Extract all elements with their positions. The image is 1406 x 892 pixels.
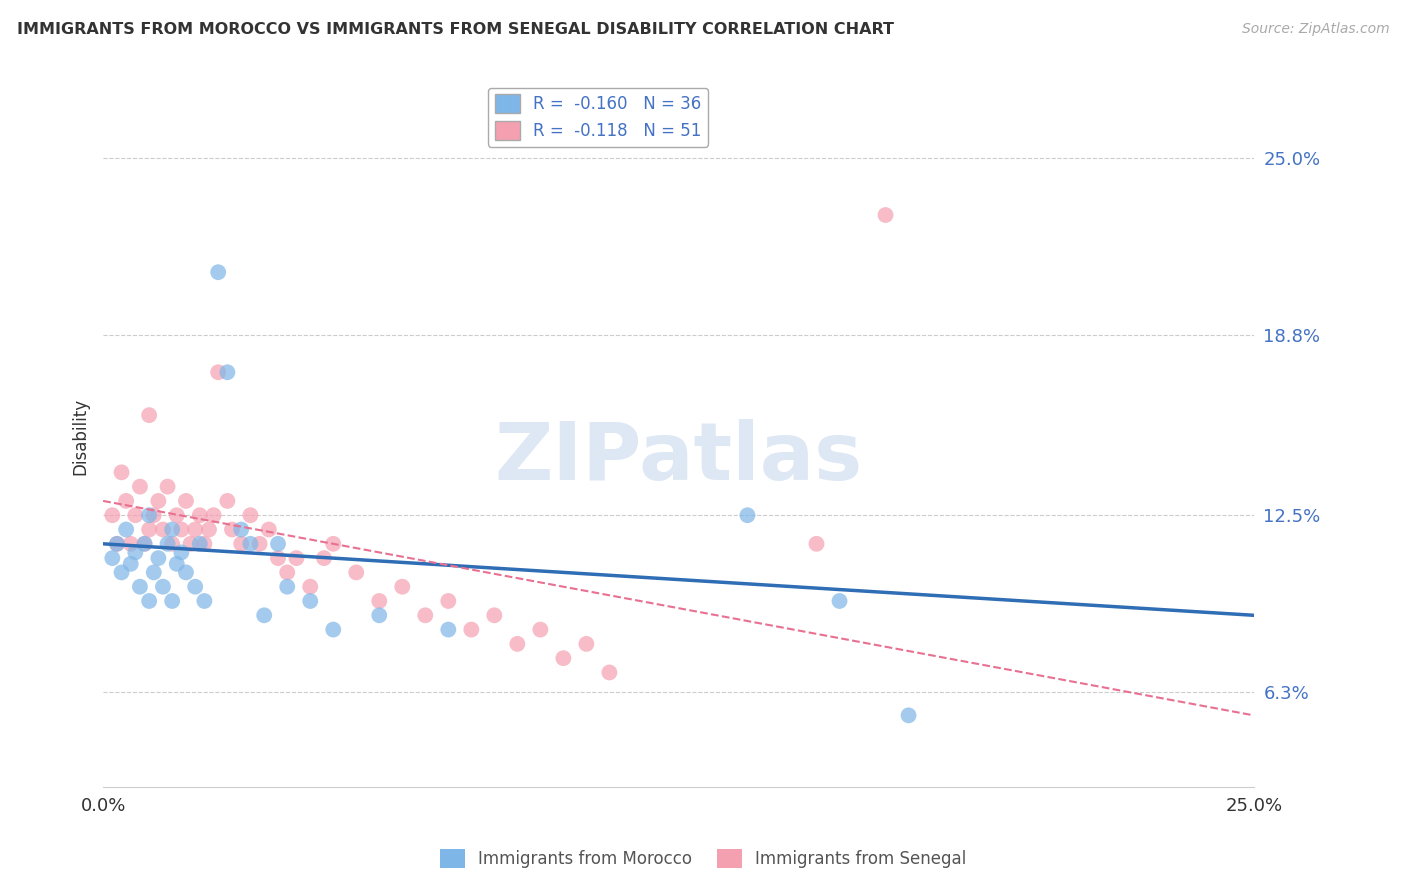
- Point: [285, 551, 308, 566]
- Text: IMMIGRANTS FROM MOROCCO VS IMMIGRANTS FROM SENEGAL DISABILITY CORRELATION CHART: IMMIGRANTS FROM MOROCCO VS IMMIGRANTS FR…: [17, 22, 894, 37]
- Point: [484, 608, 506, 623]
- Point: [257, 523, 280, 537]
- Point: [174, 494, 197, 508]
- Point: [231, 523, 253, 537]
- Point: [124, 508, 146, 523]
- Legend: Immigrants from Morocco, Immigrants from Senegal: Immigrants from Morocco, Immigrants from…: [433, 843, 973, 875]
- Point: [156, 480, 179, 494]
- Point: [166, 508, 188, 523]
- Point: [231, 537, 253, 551]
- Point: [368, 608, 391, 623]
- Point: [299, 594, 322, 608]
- Point: [138, 408, 160, 422]
- Point: [239, 537, 262, 551]
- Y-axis label: Disability: Disability: [72, 398, 89, 475]
- Point: [160, 537, 183, 551]
- Point: [193, 537, 215, 551]
- Point: [299, 580, 322, 594]
- Point: [152, 580, 174, 594]
- Point: [198, 523, 221, 537]
- Point: [105, 537, 128, 551]
- Point: [120, 537, 142, 551]
- Point: [174, 566, 197, 580]
- Point: [276, 580, 298, 594]
- Point: [110, 566, 132, 580]
- Point: [193, 594, 215, 608]
- Point: [221, 523, 243, 537]
- Point: [134, 537, 156, 551]
- Point: [368, 594, 391, 608]
- Point: [202, 508, 225, 523]
- Point: [239, 508, 262, 523]
- Point: [267, 537, 290, 551]
- Point: [124, 545, 146, 559]
- Point: [138, 594, 160, 608]
- Point: [529, 623, 551, 637]
- Point: [184, 580, 207, 594]
- Point: [160, 594, 183, 608]
- Point: [575, 637, 598, 651]
- Point: [276, 566, 298, 580]
- Point: [170, 545, 193, 559]
- Point: [437, 594, 460, 608]
- Point: [806, 537, 828, 551]
- Point: [828, 594, 851, 608]
- Point: [322, 623, 344, 637]
- Point: [166, 557, 188, 571]
- Point: [180, 537, 202, 551]
- Point: [217, 365, 239, 379]
- Point: [437, 623, 460, 637]
- Point: [142, 566, 165, 580]
- Point: [253, 608, 276, 623]
- Point: [391, 580, 413, 594]
- Point: [413, 608, 436, 623]
- Point: [115, 494, 138, 508]
- Point: [138, 508, 160, 523]
- Point: [312, 551, 335, 566]
- Point: [207, 265, 229, 279]
- Point: [217, 494, 239, 508]
- Point: [148, 551, 170, 566]
- Point: [344, 566, 367, 580]
- Point: [110, 466, 132, 480]
- Point: [897, 708, 920, 723]
- Point: [875, 208, 897, 222]
- Point: [170, 523, 193, 537]
- Point: [267, 551, 290, 566]
- Point: [160, 523, 183, 537]
- Point: [553, 651, 575, 665]
- Point: [188, 537, 211, 551]
- Point: [134, 537, 156, 551]
- Point: [598, 665, 620, 680]
- Point: [188, 508, 211, 523]
- Point: [207, 365, 229, 379]
- Point: [249, 537, 271, 551]
- Legend: R =  -0.160   N = 36, R =  -0.118   N = 51: R = -0.160 N = 36, R = -0.118 N = 51: [488, 87, 707, 146]
- Point: [184, 523, 207, 537]
- Point: [120, 557, 142, 571]
- Text: ZIPatlas: ZIPatlas: [495, 418, 862, 497]
- Point: [152, 523, 174, 537]
- Point: [460, 623, 482, 637]
- Point: [129, 580, 152, 594]
- Point: [142, 508, 165, 523]
- Point: [322, 537, 344, 551]
- Point: [506, 637, 529, 651]
- Point: [156, 537, 179, 551]
- Point: [138, 523, 160, 537]
- Point: [101, 551, 124, 566]
- Point: [101, 508, 124, 523]
- Point: [129, 480, 152, 494]
- Point: [105, 537, 128, 551]
- Point: [115, 523, 138, 537]
- Point: [737, 508, 759, 523]
- Text: Source: ZipAtlas.com: Source: ZipAtlas.com: [1241, 22, 1389, 37]
- Point: [148, 494, 170, 508]
